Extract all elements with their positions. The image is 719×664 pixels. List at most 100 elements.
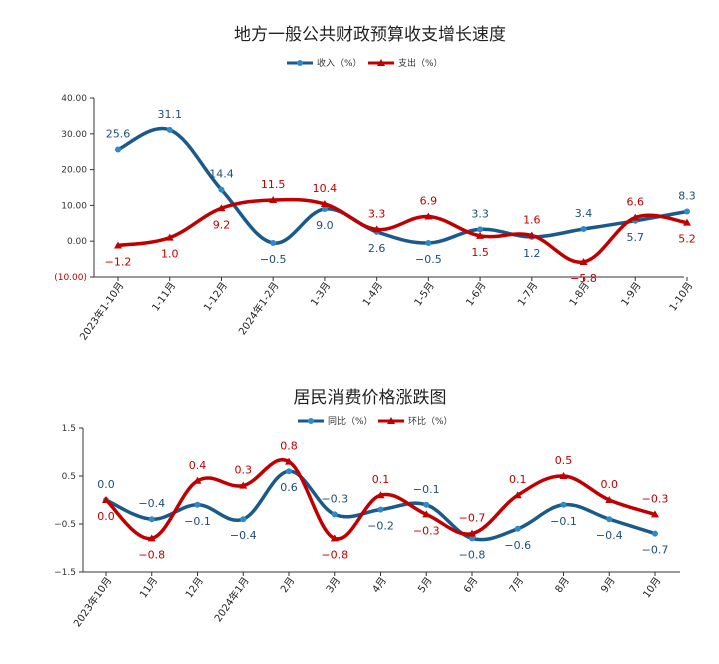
data-label-series-2: −5.8 [570, 272, 597, 285]
series-2-point [527, 231, 536, 239]
legend-1-s1-label: 收入（%） [317, 57, 362, 69]
series-2-point [147, 534, 156, 542]
series-1-point [218, 186, 225, 193]
chart-2-series: 0.0 −0.4 −0.1 −0.4 0.6 −0.3 −0.2 −0.1 −0.8 −0.6 −0… [97, 440, 668, 562]
data-label-series-2: 6.9 [420, 194, 438, 207]
series-1-point [148, 516, 155, 523]
data-label-series-1: 2.6 [368, 242, 386, 255]
data-label-series-2: 1.5 [471, 246, 489, 259]
x-tick-label: 1-3月 [308, 280, 333, 308]
data-label-series-1: 1.2 [523, 247, 541, 260]
x-tick-label: 2024年1月 [211, 574, 251, 624]
y-tick-label: 30.00 [61, 130, 87, 140]
data-label-series-1: 0.6 [280, 481, 298, 494]
series-2-point [239, 481, 248, 489]
series-1-point [514, 525, 521, 532]
series-1-point [606, 516, 613, 523]
series-1-point [580, 226, 587, 233]
data-label-series-2: −0.3 [413, 524, 440, 537]
series-2-point [193, 476, 202, 484]
legend-1-s1-marker [297, 60, 303, 66]
data-label-series-1: −0.1 [550, 515, 577, 528]
data-label-series-1: −0.1 [413, 483, 440, 496]
data-label-series-1: −0.6 [504, 539, 531, 552]
series-1-point [240, 516, 247, 523]
y-tick-label: 0.5 [62, 472, 76, 482]
legend-2-s1-marker [308, 418, 314, 424]
series-2-point [468, 529, 476, 537]
series-1-point [684, 208, 690, 215]
series-2-point [114, 241, 122, 249]
chart-2: 居民消费价格涨跌图 同比（%） 环比（%） 1.5 0.5 −0.5 −1.5 202… [54, 388, 680, 629]
series-1-point [477, 226, 484, 233]
series-2-point [559, 472, 568, 479]
data-label-series-1: 9.0 [316, 219, 334, 232]
chart-1-title: 地方一般公共财政预算收支增长速度 [234, 25, 506, 45]
series-2-point [217, 204, 226, 212]
series-2-point [683, 218, 691, 226]
data-label-series-2: 0.8 [280, 440, 298, 453]
data-label-series-1: 0.0 [97, 478, 115, 491]
y-tick-label: 0.00 [67, 237, 87, 247]
x-tick-label: 1-7月 [515, 280, 540, 308]
y-tick-label: 1.5 [62, 424, 76, 434]
data-label-series-2: 0.5 [555, 454, 573, 467]
data-label-series-1: −0.3 [321, 492, 348, 505]
x-tick-label: 1-9月 [619, 280, 644, 308]
data-label-series-2: 5.2 [678, 233, 696, 246]
x-tick-label: 1-4月 [360, 280, 385, 308]
y-tick-label: 10.00 [61, 201, 87, 211]
x-tick-label: 12月 [183, 575, 206, 601]
x-tick-label: 11月 [137, 575, 160, 601]
data-label-series-1: −0.1 [184, 515, 211, 528]
y-tick-label: 40.00 [61, 94, 87, 104]
data-label-series-2: 9.2 [213, 218, 231, 231]
data-label-series-2: 0.0 [97, 510, 115, 523]
chart-1: 地方一般公共财政预算收支增长速度 收入（%） 支出（%） 40.00 30.00 2… [54, 25, 696, 343]
series-1-point [469, 535, 475, 542]
chart-1-xticks: 2023年1-10月 1-11月 1-12月 2024年1-2月 1-3月 1-4月 1-5… [77, 277, 695, 343]
data-label-series-2: −0.7 [459, 512, 486, 525]
series-line-2 [116, 197, 689, 264]
series-1-point [270, 239, 277, 246]
data-label-series-2: 0.4 [189, 459, 207, 472]
data-label-series-2: −0.8 [138, 548, 165, 561]
data-label-series-1: 14.4 [209, 168, 234, 181]
data-label-series-1: −0.2 [367, 520, 394, 533]
y-tick-label: 20.00 [61, 166, 87, 176]
series-1-point [331, 511, 338, 518]
y-tick-label: −0.5 [54, 520, 76, 530]
series-1-point [166, 126, 173, 133]
series-2-point [165, 233, 174, 241]
x-tick-label: 2024年1-2月 [236, 279, 282, 337]
data-label-series-1: 5.7 [627, 231, 645, 244]
data-label-series-1: −0.5 [260, 253, 287, 266]
x-tick-label: 4月 [370, 575, 389, 595]
series-1-point [194, 501, 201, 508]
data-label-series-2: 0.1 [372, 473, 390, 486]
x-tick-label: 7月 [507, 575, 526, 595]
series-2-point [102, 496, 110, 503]
data-label-series-2: 6.6 [627, 196, 645, 209]
data-label-series-2: 0.3 [235, 464, 253, 477]
series-2-point [285, 457, 293, 465]
chart-2-xticks: 2023年10月 11月 12月 2024年1月 2月 3月 4月 5月 6月 7月 8月 9月 10月 [70, 572, 663, 629]
legend-2-s1-label: 同比（%） [328, 415, 373, 427]
series-2-point [651, 510, 659, 518]
x-tick-label: 2023年10月 [70, 574, 114, 629]
data-label-series-1: −0.5 [415, 253, 442, 266]
series-2-point [422, 510, 431, 518]
series-2-point [372, 225, 381, 233]
data-label-series-2: 1.6 [523, 213, 541, 226]
data-label-series-1: −0.4 [138, 497, 165, 510]
data-label-series-2: 0.1 [509, 473, 527, 486]
x-tick-label: 2月 [278, 575, 297, 595]
x-tick-label: 5月 [415, 575, 434, 595]
series-2-point [513, 491, 522, 499]
data-label-series-2: 0.0 [601, 478, 619, 491]
data-label-series-2: 11.5 [261, 178, 286, 191]
x-tick-label: 9月 [598, 575, 617, 595]
data-label-series-2: 1.0 [161, 248, 179, 261]
chart-1-yticks: 40.00 30.00 20.00 10.00 0.00 (10.00) [54, 94, 94, 283]
series-1-point [115, 146, 121, 153]
